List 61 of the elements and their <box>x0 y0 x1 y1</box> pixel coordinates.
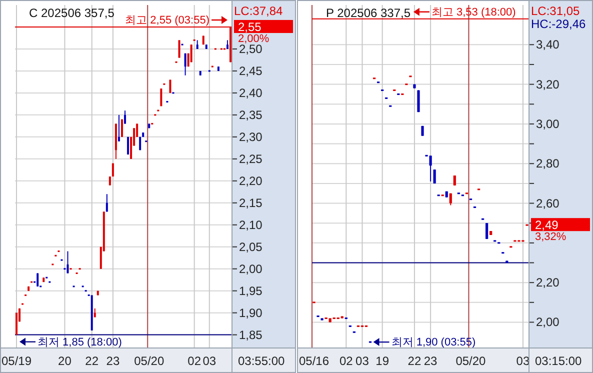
x-tick-label: 02 <box>339 354 354 368</box>
candlestick <box>160 88 162 107</box>
ref-line-label: 최고 2,55 (03:55) <box>125 14 210 26</box>
text: 2,00% <box>238 32 270 45</box>
x-tick-label: 22 <box>85 354 99 368</box>
y-tick-label: 3,40 <box>536 38 560 52</box>
chart-title: C 202506 357,5 <box>29 6 115 20</box>
x-tick-label: 19 <box>376 354 390 368</box>
y-tick-label: 2,05 <box>239 240 263 254</box>
text: 03:15:00 <box>535 354 582 368</box>
text: LC:37,84 <box>234 4 284 18</box>
x-tick-label: 05/16 <box>298 354 330 368</box>
y-tick-label: 2,00 <box>536 315 560 330</box>
y-tick-label: 2,80 <box>536 156 560 171</box>
text: 2,49 <box>535 218 559 232</box>
candlestick <box>429 155 432 182</box>
y-tick-label: 1,95 <box>239 284 263 298</box>
y-tick-label: 2,20 <box>239 174 263 188</box>
x-tick-label: 23 <box>424 354 438 368</box>
x-tick-label: 23 <box>106 354 120 368</box>
candlestick <box>124 110 126 124</box>
x-tick-label: 22 <box>408 354 422 368</box>
y-tick-label: 2,60 <box>536 196 560 210</box>
candlestick <box>106 194 108 212</box>
candlestick <box>118 114 120 142</box>
x-tick-label: 03 <box>356 354 370 368</box>
y-tick-label: 2,00 <box>239 262 263 276</box>
text: 03:55:00 <box>238 354 286 368</box>
y-tick-label: 3,00 <box>536 116 560 131</box>
candlestick <box>190 44 192 63</box>
candlestick <box>36 272 39 287</box>
text: HC:-29,46 <box>531 17 586 31</box>
y-tick-label: 2,20 <box>536 276 560 290</box>
text: LC:31,05 <box>531 4 580 18</box>
x-tick-label: 20 <box>58 354 72 368</box>
y-tick-label: 2,45 <box>239 64 263 78</box>
ref-line-label: 최저 1,85 (18:00) <box>38 336 122 348</box>
x-tick-label: 03 <box>202 354 216 368</box>
x-tick-label: 02 <box>188 354 202 368</box>
y-tick-label: 2,35 <box>239 108 263 122</box>
candlestick <box>453 175 456 186</box>
candlestick <box>66 250 69 274</box>
chart-title: P 202506 337,5 <box>326 6 411 20</box>
candlestick <box>169 79 172 94</box>
candlestick <box>178 40 180 58</box>
x-tick-label: 05/20 <box>134 354 164 368</box>
y-tick-label: 1,90 <box>239 306 263 320</box>
y-tick-label: 1,85 <box>239 328 263 342</box>
x-tick-label: 05/19 <box>1 354 32 368</box>
x-tick-label: 05/20 <box>456 354 486 368</box>
text: 3,32% <box>535 231 566 244</box>
candlestick <box>486 222 488 240</box>
y-tick-label: 2,15 <box>239 196 263 210</box>
candlestick <box>433 169 436 184</box>
y-tick-label: 2,10 <box>239 218 263 232</box>
y-tick-label: 3,20 <box>536 77 560 92</box>
y-tick-label: 2,25 <box>239 152 263 166</box>
candlestick <box>184 52 186 76</box>
text: 2,55 <box>238 20 262 34</box>
y-tick-label: 2,40 <box>239 86 263 100</box>
y-tick-label: 2,30 <box>239 130 263 144</box>
